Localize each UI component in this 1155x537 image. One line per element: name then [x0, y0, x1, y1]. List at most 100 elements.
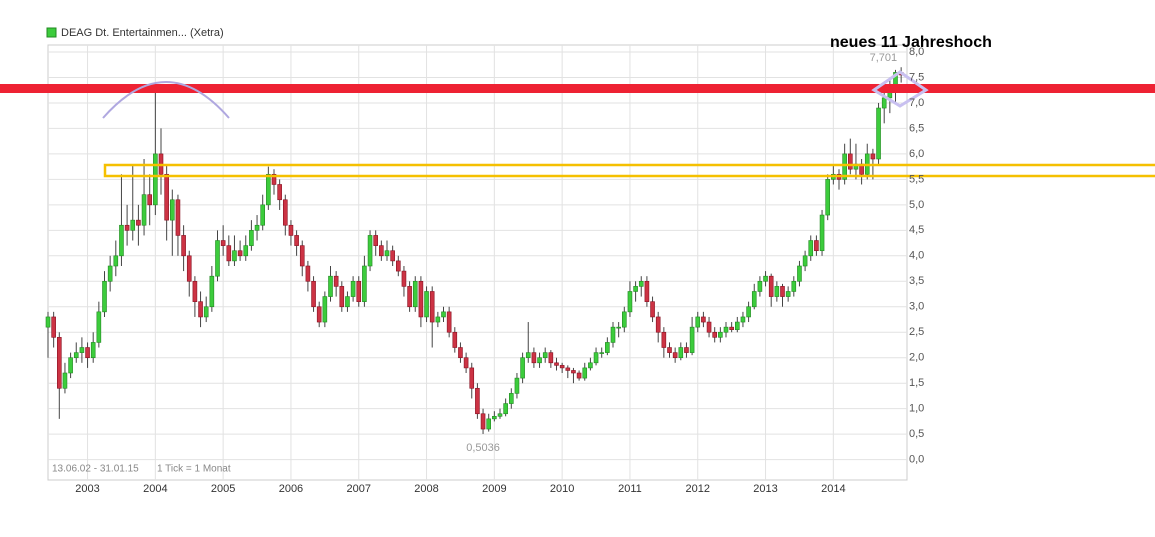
- candle-body: [689, 326, 695, 353]
- candle-body: [96, 311, 102, 343]
- min-label: 0,5036: [466, 442, 500, 454]
- candle-body: [627, 291, 633, 313]
- candle-body: [480, 413, 486, 430]
- candle-body: [316, 306, 322, 323]
- candle-body: [90, 342, 96, 359]
- candle-body: [424, 291, 429, 318]
- candle-body: [655, 316, 661, 333]
- candle-body: [73, 352, 79, 359]
- candle-body: [305, 265, 311, 282]
- candle-body: [576, 372, 582, 379]
- candle-body: [723, 326, 729, 333]
- x-tick-label: 2007: [347, 483, 371, 495]
- candle-body: [463, 357, 469, 369]
- candle-body: [277, 184, 282, 201]
- candle-body: [757, 280, 763, 292]
- x-tick-label: 2012: [686, 483, 710, 495]
- candle-body: [542, 352, 548, 359]
- y-tick-label: 7,0: [909, 97, 924, 109]
- candle-body: [226, 245, 232, 262]
- candle-body: [746, 306, 751, 318]
- candle-body: [311, 280, 316, 308]
- candle-body: [842, 153, 847, 180]
- x-tick-label: 2003: [75, 483, 99, 495]
- y-tick-label: 3,0: [909, 301, 924, 313]
- candle-body: [825, 179, 831, 216]
- y-tick-label: 1,0: [909, 403, 924, 415]
- candle-body: [791, 280, 797, 292]
- candle-body: [734, 321, 740, 330]
- candle-body: [232, 250, 237, 262]
- candle-body: [384, 250, 390, 257]
- candle-body: [373, 235, 379, 246]
- candle-body: [486, 418, 492, 430]
- plot-frame: [47, 44, 908, 481]
- x-tick-label: 2013: [753, 483, 777, 495]
- candle-body: [520, 357, 525, 379]
- support-zone: [103, 163, 1155, 178]
- candle-body: [203, 306, 209, 318]
- candle-body: [249, 230, 254, 246]
- candle-body: [650, 301, 655, 318]
- candle-body: [339, 286, 345, 308]
- candle-body: [220, 240, 226, 246]
- candle-body: [881, 97, 887, 109]
- candle-body: [345, 296, 350, 308]
- candle-body: [616, 326, 621, 329]
- date-range: 13.06.02 - 31.01.15: [52, 464, 139, 475]
- candle-body: [237, 250, 243, 257]
- candle-body: [797, 265, 802, 282]
- y-tick-label: 2,0: [909, 352, 924, 364]
- candle-body: [299, 245, 305, 267]
- tick-note: 1 Tick = 1 Monat: [157, 464, 231, 475]
- candle-body: [475, 387, 480, 415]
- candle-body: [559, 365, 565, 369]
- candle-body: [763, 275, 768, 282]
- candle-body: [514, 377, 520, 394]
- candle-body: [525, 352, 531, 359]
- candle-body: [333, 275, 339, 287]
- candle-body: [130, 219, 136, 231]
- candle-body: [254, 224, 260, 231]
- y-tick-label: 3,5: [909, 275, 924, 287]
- y-tick-label: 6,5: [909, 122, 924, 134]
- candle-body: [554, 362, 559, 366]
- candles: [45, 67, 904, 434]
- candle-body: [847, 153, 853, 170]
- candle-body: [418, 280, 424, 318]
- candle-body: [458, 347, 463, 359]
- candle-body: [68, 357, 73, 374]
- candle-body: [469, 367, 475, 389]
- candle-body: [667, 347, 672, 353]
- candle-body: [870, 153, 876, 160]
- candle-body: [548, 352, 554, 364]
- candle-body: [814, 240, 819, 252]
- candle-body: [271, 173, 277, 185]
- candle-body: [102, 280, 107, 313]
- candle-body: [192, 280, 198, 302]
- candle-body: [407, 286, 412, 308]
- candle-body: [740, 316, 746, 323]
- candle-body: [209, 275, 215, 308]
- candle-body: [695, 316, 701, 328]
- candle-body: [808, 240, 814, 257]
- candle-body: [147, 194, 152, 206]
- candle-body: [593, 352, 599, 364]
- candle-body: [45, 316, 51, 328]
- max-label: 7,701: [870, 52, 898, 64]
- x-tick-label: 2011: [618, 483, 642, 495]
- candle-body: [429, 291, 435, 323]
- candle-body: [774, 286, 780, 297]
- candle-body: [170, 199, 175, 221]
- y-tick-label: 0,5: [909, 428, 924, 440]
- candle-body: [780, 286, 785, 297]
- y-tick-label: 5,5: [909, 173, 924, 185]
- y-tick-label: 5,0: [909, 199, 924, 211]
- candle-body: [599, 352, 605, 354]
- x-tick-label: 2010: [550, 483, 574, 495]
- candle-body: [367, 235, 373, 267]
- candle-body: [492, 416, 497, 420]
- candle-body: [175, 199, 181, 236]
- candle-body: [751, 291, 757, 308]
- candle-body: [328, 275, 333, 297]
